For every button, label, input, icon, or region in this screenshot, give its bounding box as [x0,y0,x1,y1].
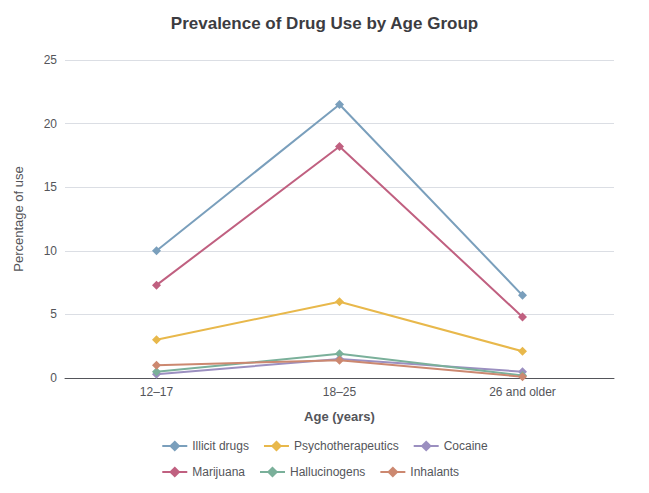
svg-text:26 and older: 26 and older [489,385,556,399]
svg-text:Hallucinogens: Hallucinogens [290,465,365,479]
svg-text:25: 25 [44,53,58,67]
svg-text:15: 15 [44,180,58,194]
svg-text:Marijuana: Marijuana [192,465,245,479]
svg-text:20: 20 [44,117,58,131]
svg-text:Age (years): Age (years) [304,409,375,424]
svg-text:Cocaine: Cocaine [444,439,488,453]
svg-text:10: 10 [44,244,58,258]
svg-text:Illicit drugs: Illicit drugs [192,439,249,453]
svg-text:18–25: 18–25 [323,385,357,399]
svg-text:0: 0 [50,371,57,385]
svg-text:5: 5 [50,307,57,321]
svg-text:Percentage of use: Percentage of use [11,166,26,272]
svg-text:12–17: 12–17 [140,385,174,399]
svg-text:Inhalants: Inhalants [410,465,459,479]
svg-text:Prevalence of Drug Use by Age: Prevalence of Drug Use by Age Group [171,14,478,33]
svg-text:Psychotherapeutics: Psychotherapeutics [294,439,399,453]
